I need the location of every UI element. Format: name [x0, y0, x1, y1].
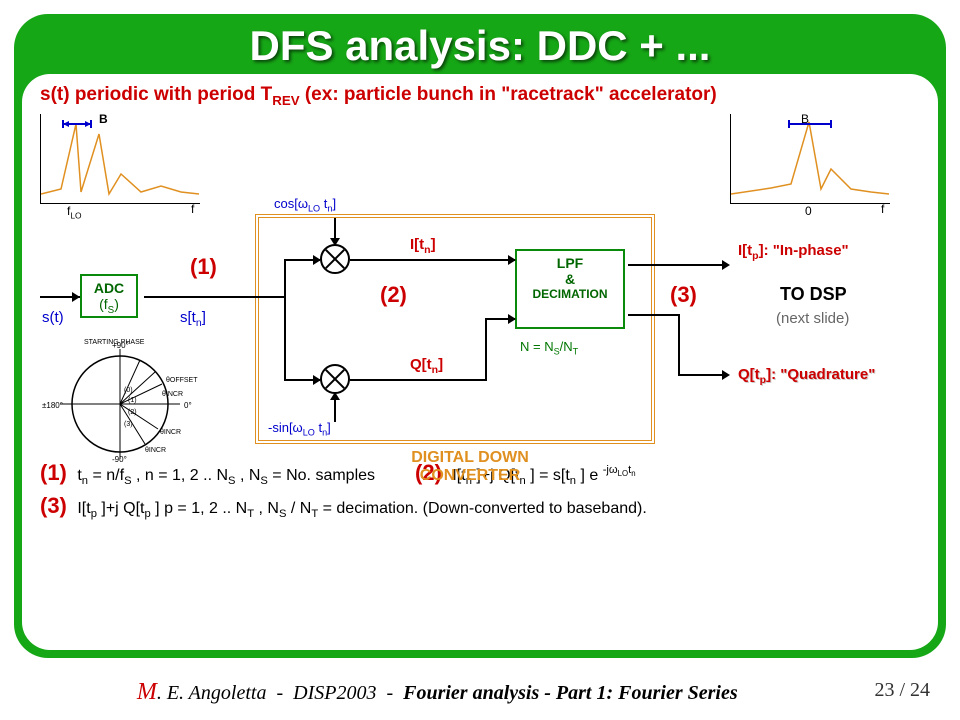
f-axis-right: f [881, 202, 884, 216]
spectrum-right: B 0 f [730, 114, 890, 204]
svg-text:θINCR: θINCR [162, 391, 183, 398]
svg-text:θOFFSET: θOFFSET [166, 377, 198, 384]
nextslide-label: (next slide) [776, 310, 849, 327]
itp-label: I[tp]: "In-phase" [738, 242, 849, 262]
cos-label: cos[ωLO tn] [274, 196, 336, 214]
svg-text:+90°: +90° [112, 341, 129, 350]
qtp-label: Q[tp]: "Quadrature" [738, 366, 875, 386]
tag2-diagram: (2) [380, 282, 407, 308]
adc-block: ADC (fS) [80, 274, 138, 318]
footer-author: . E. Angoletta [157, 682, 267, 704]
todsp-label: TO DSP [780, 284, 847, 305]
spectrum-left: B fLO f [40, 114, 200, 204]
qtn-label: Q[tn] [410, 356, 443, 376]
footer-conf: DISP2003 [293, 682, 376, 704]
svg-text:θINCR: θINCR [145, 447, 166, 454]
mixer-top [320, 244, 350, 274]
sin-label: -sin[ωLO tn] [268, 420, 331, 438]
footer-topic: Fourier analysis - Part 1: Fourier Serie… [403, 682, 737, 704]
tag3-diagram: (3) [670, 282, 697, 308]
tag1-diagram: (1) [190, 254, 217, 280]
svg-text:θINCR: θINCR [160, 429, 181, 436]
zero-label: 0 [805, 204, 812, 218]
flo-label: fLO [67, 204, 82, 220]
lpf-block: LPF & DECIMATION [515, 249, 625, 329]
tag3-note: (3) [40, 493, 67, 518]
block-diagram: B fLO f B 0 f ADC (fS) [40, 114, 920, 454]
st-label: s(t) [42, 309, 64, 326]
svg-text:(2): (2) [128, 409, 137, 416]
page-number: 23 / 24 [874, 679, 930, 702]
svg-text:-90°: -90° [112, 455, 127, 464]
svg-text:±180°: ±180° [42, 401, 63, 410]
svg-text:(0): (0) [124, 387, 133, 394]
content-area: s(t) periodic with period TREV (ex: part… [22, 74, 938, 650]
stn-label: s[tn] [180, 309, 206, 329]
bw-label-left: B [99, 112, 108, 126]
ddc-caption: DIGITAL DOWN CONVERTER [370, 449, 570, 485]
decimation-note: N = NS/NT [520, 339, 578, 357]
note3-text: I[tp ]+j Q[tp ] p = 1, 2 .. NT , NS / NT… [77, 500, 646, 517]
slide-frame: DFS analysis: DDC + ... s(t) periodic wi… [14, 14, 946, 658]
mixer-bot [320, 364, 350, 394]
svg-text:(1): (1) [128, 397, 137, 404]
f-axis-left: f [191, 202, 194, 216]
footer: M. E. Angoletta - DISP2003 - Fourier ana… [0, 679, 960, 706]
phasor-diagram: STARTING PHASE +90° ±180° 0° -90° θOFFSE… [40, 334, 210, 464]
slide-title: DFS analysis: DDC + ... [14, 22, 946, 70]
itn-label: I[tn] [410, 236, 436, 256]
svg-text:(3): (3) [124, 421, 133, 428]
svg-text:0°: 0° [184, 401, 192, 410]
bw-label-right: B [801, 112, 809, 126]
subtitle: s(t) periodic with period TREV (ex: part… [40, 84, 920, 108]
note1-text: tn = n/fS , n = 1, 2 .. NS , NS = No. sa… [77, 467, 375, 484]
